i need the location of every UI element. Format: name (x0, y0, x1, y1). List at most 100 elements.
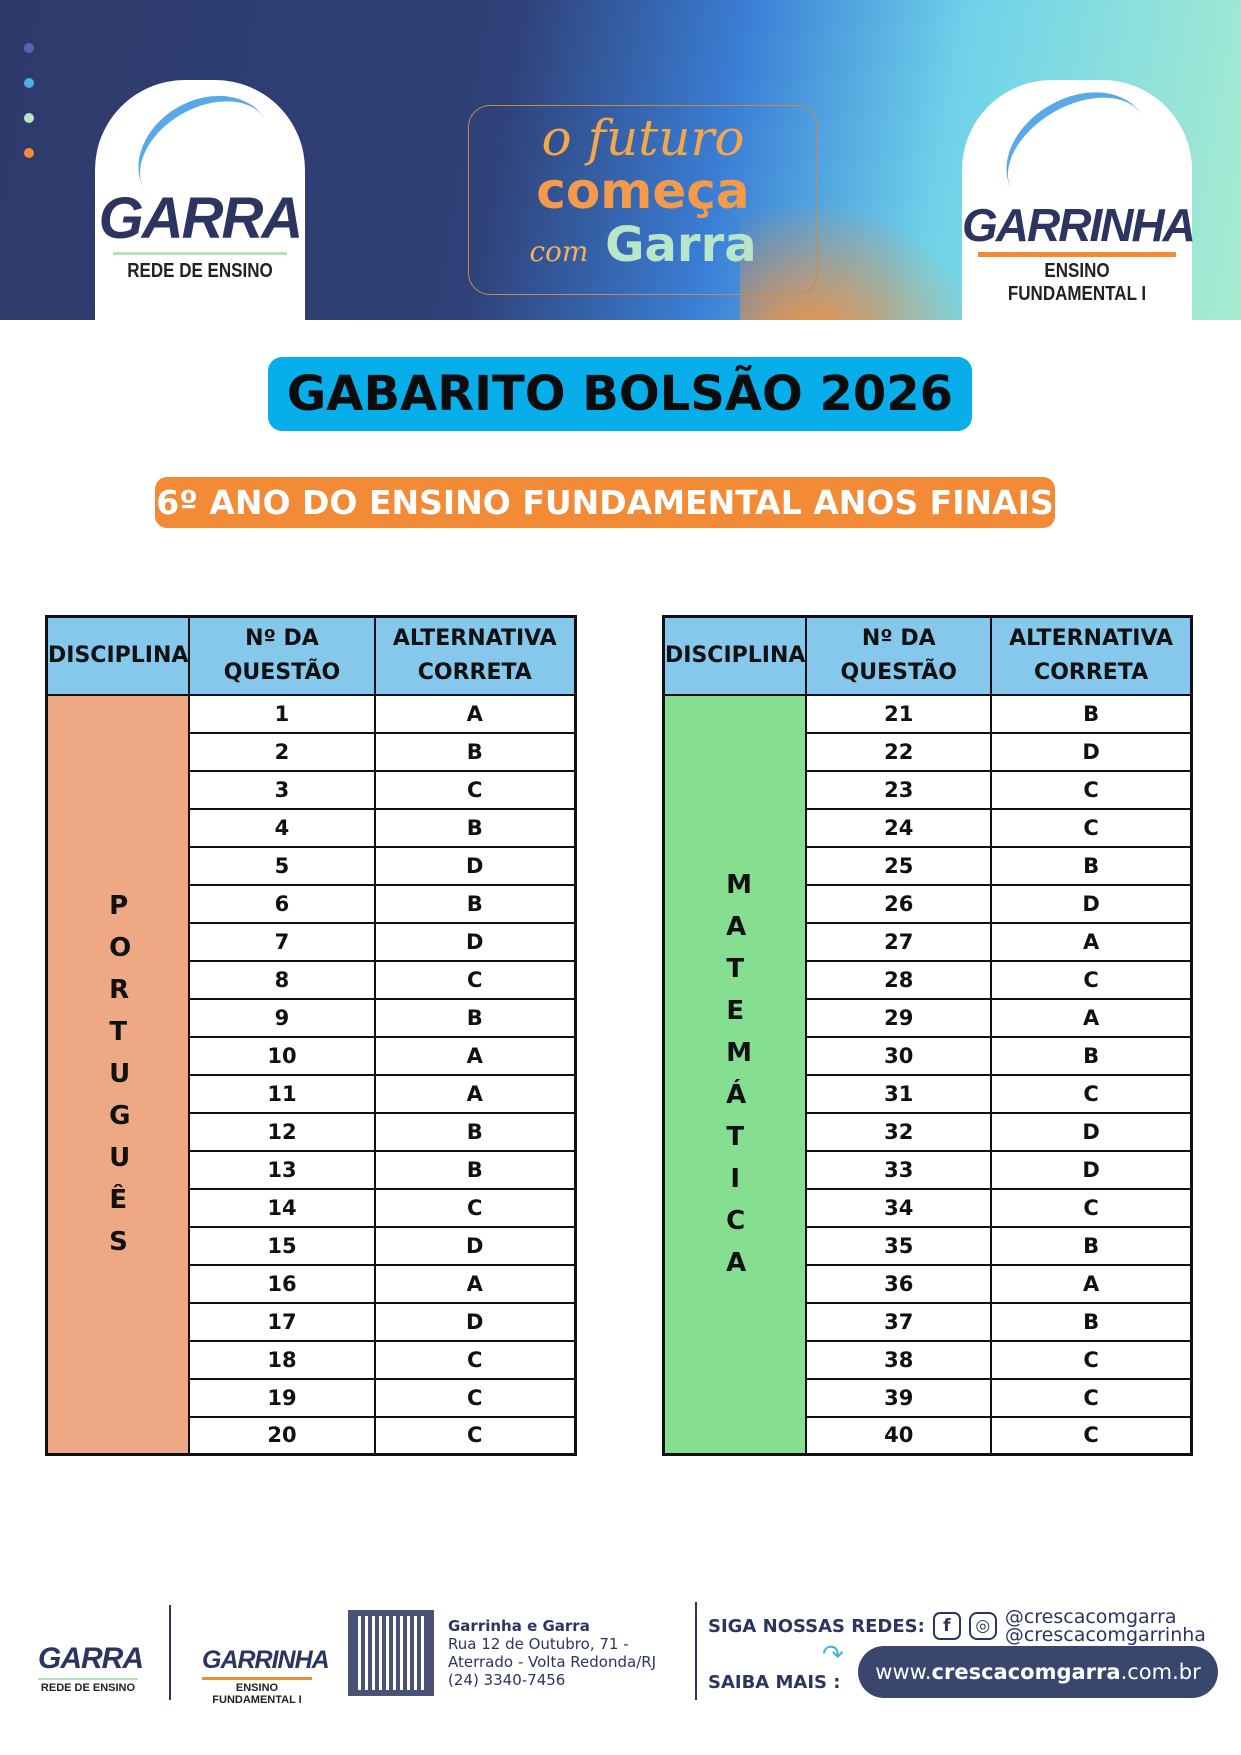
table-row: 9 B (47, 997, 577, 1038)
correct-answer: D (990, 731, 1193, 772)
table-row: 14 C (47, 1187, 577, 1228)
table-row: 30 B (664, 1035, 1193, 1076)
table-row: 7 D (47, 921, 577, 962)
instagram-icon[interactable]: ◎ (968, 1612, 997, 1640)
question-number: 32 (805, 1111, 993, 1152)
header-text: QUESTÃO (223, 659, 341, 685)
header-question: Nº DA QUESTÃO (805, 615, 993, 696)
header-question: Nº DA QUESTÃO (188, 615, 376, 696)
slogan: o futuro começa com Garra (468, 105, 818, 295)
correct-answer: B (373, 731, 577, 772)
page-subtitle: 6º ANO DO ENSINO FUNDAMENTAL ANOS FINAIS (155, 477, 1055, 528)
question-number: 36 (805, 1263, 993, 1304)
header-answer: ALTERNATIVA CORRETA (990, 615, 1193, 696)
url-suffix: .com.br (1120, 1660, 1201, 1684)
divider (695, 1602, 697, 1700)
correct-answer: A (373, 1035, 577, 1076)
garra-logo: GARRA REDE DE ENSINO (95, 72, 305, 320)
divider (169, 1605, 171, 1700)
correct-answer: C (373, 1377, 577, 1418)
correct-answer: A (990, 997, 1193, 1038)
correct-answer: C (990, 807, 1193, 848)
table-row: 33 D (664, 1149, 1193, 1190)
header-answer: ALTERNATIVA CORRETA (373, 615, 577, 696)
garrinha-logo: GARRINHA ENSINO FUNDAMENTAL I (962, 67, 1196, 320)
correct-answer: B (373, 1149, 577, 1190)
phone: (24) 3340-7456 (448, 1671, 566, 1689)
qr-code[interactable] (348, 1610, 434, 1696)
question-number: 14 (188, 1187, 376, 1228)
handle-garra[interactable]: @crescacomgarra (1004, 1606, 1177, 1628)
address-block: Garrinha e Garra Rua 12 de Outubro, 71 -… (448, 1617, 656, 1689)
question-number: 12 (188, 1111, 376, 1152)
header-row: DISCIPLINA Nº DA QUESTÃO ALTERNATIVA CORRE… (662, 615, 1193, 696)
question-number: 21 (805, 693, 993, 734)
correct-answer: D (990, 1111, 1193, 1152)
table-row: 4 B (47, 807, 577, 848)
slogan-line3: com Garra (469, 218, 817, 279)
correct-answer: C (373, 769, 577, 810)
table-row: 19 C (47, 1377, 577, 1418)
question-number: 1 (188, 693, 376, 734)
social-handles: @crescacomgarra @crescacomgarrinha (1004, 1606, 1206, 1646)
slogan-garra: Garra (605, 217, 757, 273)
correct-answer: C (990, 1339, 1193, 1380)
page-title: GABARITO BOLSÃO 2026 (268, 357, 972, 431)
header-text: Nº DA (245, 625, 319, 651)
question-number: 8 (188, 959, 376, 1000)
discipline-name: PORTUGUÊS (109, 891, 132, 1258)
question-number: 2 (188, 731, 376, 772)
header-row: DISCIPLINA Nº DA QUESTÃO ALTERNATIVA CORRE… (45, 615, 577, 696)
discipline-name: MATEMÁTICA (726, 870, 753, 1279)
arrow-icon: ↷ (822, 1640, 844, 1670)
url-prefix: www. (875, 1660, 932, 1684)
correct-answer: C (373, 959, 577, 1000)
question-number: 27 (805, 921, 993, 962)
header-text: Nº DA (861, 625, 936, 651)
question-number: 6 (188, 883, 376, 924)
correct-answer: C (990, 769, 1193, 810)
logo-name: GARRINHA (962, 199, 1196, 251)
correct-answer: D (373, 845, 577, 886)
question-number: 11 (188, 1073, 376, 1114)
question-number: 37 (805, 1301, 993, 1342)
table-row: 17 D (47, 1301, 577, 1342)
decorative-dot (24, 78, 34, 88)
correct-answer: C (373, 1339, 577, 1380)
table-row: 16 A (47, 1263, 577, 1304)
logo-name: GARRINHA (202, 1646, 330, 1674)
correct-answer: A (373, 693, 577, 734)
decorative-dot (24, 43, 34, 53)
correct-answer: B (373, 807, 577, 848)
table-row: 31 C (664, 1073, 1193, 1114)
correct-answer: C (990, 1187, 1193, 1228)
table-row: 37 B (664, 1301, 1193, 1342)
question-number: 9 (188, 997, 376, 1038)
handle-garrinha[interactable]: @crescacomgarrinha (1004, 1624, 1206, 1646)
logo-subtitle: ENSINO FUNDAMENTAL I (212, 1682, 302, 1706)
correct-answer: D (373, 1301, 577, 1342)
correct-answer: C (990, 959, 1193, 1000)
header-text: CORRETA (417, 659, 532, 685)
correct-answer: A (373, 1263, 577, 1304)
facebook-icon[interactable]: f (932, 1612, 961, 1640)
footer: GARRA REDE DE ENSINO GARRINHA ENSINO FUN… (0, 1590, 1241, 1720)
question-number: 38 (805, 1339, 993, 1380)
social-section: SIGA NOSSAS REDES: f ◎ @crescacomgarra @… (708, 1606, 1206, 1646)
website-link[interactable]: www.crescacomgarra.com.br (858, 1646, 1218, 1698)
answer-table-portugues: DISCIPLINA Nº DA QUESTÃO ALTERNATIVA CORRE… (45, 615, 577, 1456)
question-number: 13 (188, 1149, 376, 1190)
question-number: 26 (805, 883, 993, 924)
correct-answer: B (990, 1301, 1193, 1342)
table-row: 8 C (47, 959, 577, 1000)
question-number: 30 (805, 1035, 993, 1076)
header-text: ALTERNATIVA (1009, 625, 1174, 651)
question-number: 29 (805, 997, 993, 1038)
question-number: 35 (805, 1225, 993, 1266)
question-number: 16 (188, 1263, 376, 1304)
header-text: QUESTÃO (840, 659, 958, 685)
table-row: 35 B (664, 1225, 1193, 1266)
correct-answer: C (990, 1073, 1193, 1114)
question-number: 4 (188, 807, 376, 848)
decorative-dot (24, 148, 34, 158)
